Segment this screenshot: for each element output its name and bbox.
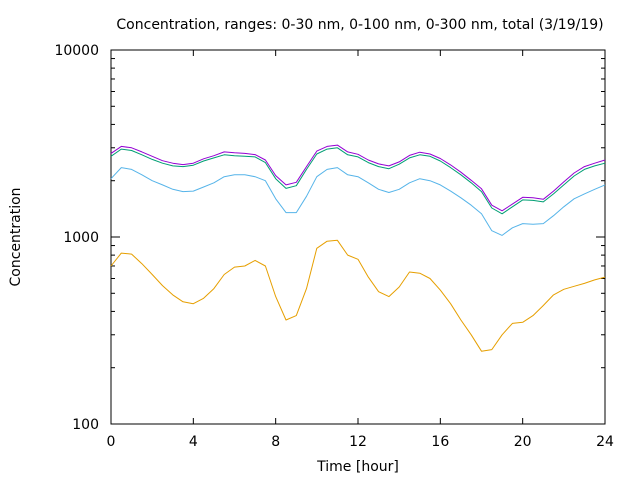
chart-title: Concentration, ranges: 0-30 nm, 0-100 nm… <box>116 17 603 33</box>
x-tick-label: 12 <box>349 434 367 450</box>
series-line-4 <box>110 144 606 212</box>
series-line-2 <box>110 167 606 236</box>
x-tick-label: 0 <box>107 434 116 450</box>
x-tick-label: 8 <box>271 434 280 450</box>
y-axis: 100 1000 10000 <box>54 43 605 433</box>
y-minor-ticks <box>111 58 605 369</box>
series-line-3 <box>110 147 606 215</box>
x-axis: 0 4 8 12 16 20 24 <box>107 50 614 450</box>
x-axis-label: Time [hour] <box>316 459 399 475</box>
x-tick-label: 16 <box>431 434 449 450</box>
y-tick-label: 10000 <box>54 43 99 59</box>
plot-frame <box>110 49 606 425</box>
y-tick-label: 100 <box>72 417 99 433</box>
series-line-1 <box>110 239 606 352</box>
series-layer <box>110 144 606 352</box>
y-tick-label: 1000 <box>63 230 99 246</box>
x-tick-label: 24 <box>596 434 614 450</box>
y-axis-label: Concentration <box>8 187 24 286</box>
x-tick-label: 20 <box>514 434 532 450</box>
x-tick-label: 4 <box>189 434 198 450</box>
